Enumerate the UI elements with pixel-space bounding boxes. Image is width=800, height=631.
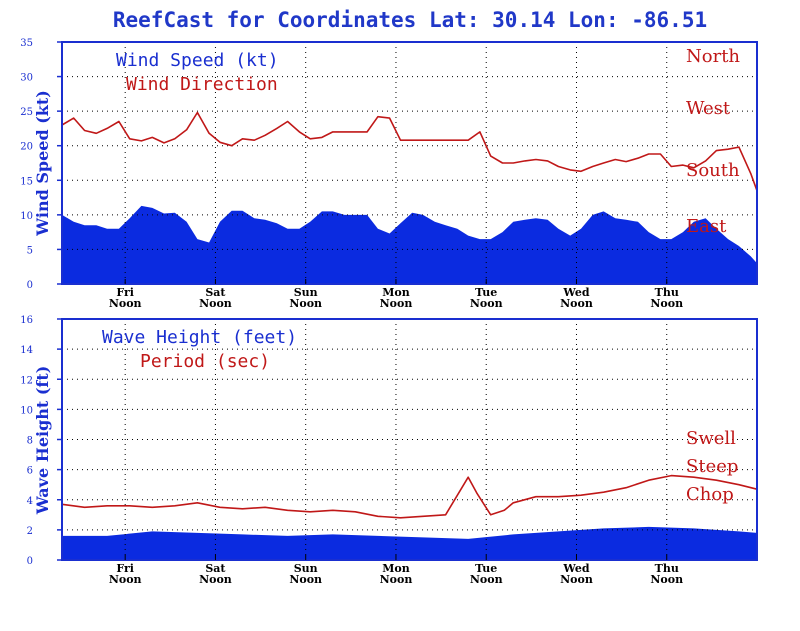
y-tick-label: 0 (27, 280, 33, 291)
y-tick-label: 0 (27, 556, 33, 567)
x-tick-day: Tue (475, 286, 497, 299)
x-tick-time: Noon (560, 297, 593, 310)
y-tick-label: 20 (20, 142, 33, 153)
y-tick-label: 5 (27, 245, 33, 256)
x-tick-day: Wed (562, 562, 589, 575)
series-area-0 (62, 205, 757, 284)
y-tick-label: 6 (27, 466, 33, 477)
y-tick-label: 14 (20, 345, 33, 356)
x-tick-day: Fri (116, 562, 134, 575)
x-tick-day: Wed (562, 286, 589, 299)
chart-title: ReefCast for Coordinates Lat: 30.14 Lon:… (113, 8, 707, 32)
x-tick-time: Noon (199, 297, 232, 310)
legend-entry: Wind Speed (kt) (116, 50, 279, 71)
series-area-0 (62, 526, 757, 560)
legend-entry: Period (sec) (140, 351, 270, 372)
y-tick-label: 8 (27, 436, 33, 447)
right-label: South (686, 160, 740, 181)
x-tick-day: Sat (205, 286, 226, 299)
y-tick-label: 15 (20, 176, 33, 187)
y-tick-label: 25 (20, 107, 33, 118)
x-tick-day: Tue (475, 562, 497, 575)
right-label: East (686, 216, 727, 237)
x-tick-day: Mon (382, 286, 410, 299)
x-tick-time: Noon (470, 297, 503, 310)
right-label: Chop (686, 484, 734, 505)
x-tick-time: Noon (199, 573, 232, 586)
x-tick-time: Noon (470, 573, 503, 586)
series-line-1 (61, 474, 758, 519)
y-tick-label: 30 (20, 73, 33, 84)
x-tick-day: Thu (655, 562, 679, 575)
x-tick-day: Mon (382, 562, 410, 575)
y-tick-label: 4 (27, 496, 33, 507)
y-tick-label: 12 (20, 375, 33, 386)
y-axis-label: Wave Height (ft) (33, 366, 52, 516)
x-tick-time: Noon (109, 297, 142, 310)
wind-chart: 05101520253035FriNoonSatNoonSunNoonMonNo… (20, 38, 758, 310)
x-tick-time: Noon (289, 573, 322, 586)
right-label: Swell (686, 428, 736, 449)
x-tick-time: Noon (380, 297, 413, 310)
x-tick-time: Noon (109, 573, 142, 586)
legend-entry: Wave Height (feet) (102, 327, 297, 348)
right-label: Steep (686, 456, 738, 477)
x-tick-time: Noon (560, 573, 593, 586)
legend-entry: Wind Direction (126, 74, 278, 95)
x-tick-time: Noon (289, 297, 322, 310)
y-tick-label: 2 (27, 526, 33, 537)
y-tick-label: 10 (20, 211, 33, 222)
x-tick-time: Noon (380, 573, 413, 586)
x-tick-time: Noon (650, 297, 683, 310)
y-tick-label: 10 (20, 405, 33, 416)
y-tick-label: 35 (20, 38, 33, 49)
x-tick-day: Sat (205, 562, 226, 575)
right-label: West (686, 98, 731, 119)
y-axis-label: Wind Speed (kt) (33, 90, 52, 237)
x-tick-day: Sun (294, 286, 318, 299)
x-tick-day: Thu (655, 286, 679, 299)
x-tick-day: Fri (116, 286, 134, 299)
right-label: North (686, 46, 740, 67)
plot-frame (61, 41, 758, 285)
x-tick-time: Noon (650, 573, 683, 586)
wave-chart: 0246810121416FriNoonSatNoonSunNoonMonNoo… (20, 315, 758, 586)
x-tick-day: Sun (294, 562, 318, 575)
series-line-1 (61, 111, 758, 191)
y-tick-label: 16 (20, 315, 33, 326)
